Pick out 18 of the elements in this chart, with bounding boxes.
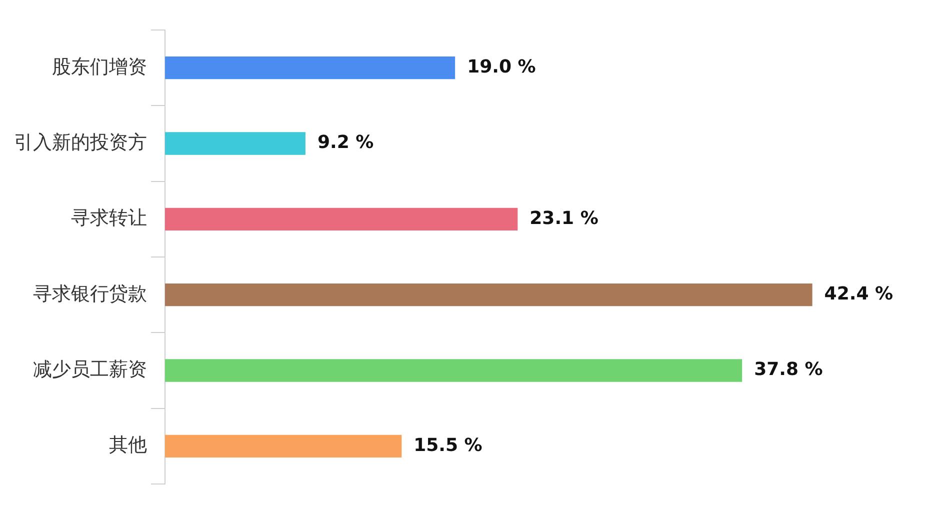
- data-label: 42.4 %: [824, 284, 894, 305]
- data-label: 15.5 %: [414, 434, 482, 456]
- y-tick-label: 引入新的投资方: [14, 131, 147, 154]
- bar: [165, 283, 812, 306]
- bar: [165, 56, 456, 80]
- data-label: 19.0 %: [467, 56, 536, 78]
- bar: [165, 132, 306, 155]
- bar: [165, 359, 742, 382]
- data-label: 37.8 %: [754, 359, 823, 380]
- data-label: 9.2 %: [317, 132, 374, 154]
- y-tick-label: 减少员工薪资: [33, 358, 147, 380]
- y-tick-label: 股东们增资: [52, 56, 147, 78]
- bar: [165, 208, 518, 231]
- y-tick-label: 寻求转让: [71, 207, 147, 230]
- data-label: 23.1 %: [530, 208, 598, 229]
- bar: [165, 434, 402, 458]
- y-tick-label: 寻求银行贷款: [33, 282, 147, 305]
- y-tick-label: 其他: [109, 434, 147, 456]
